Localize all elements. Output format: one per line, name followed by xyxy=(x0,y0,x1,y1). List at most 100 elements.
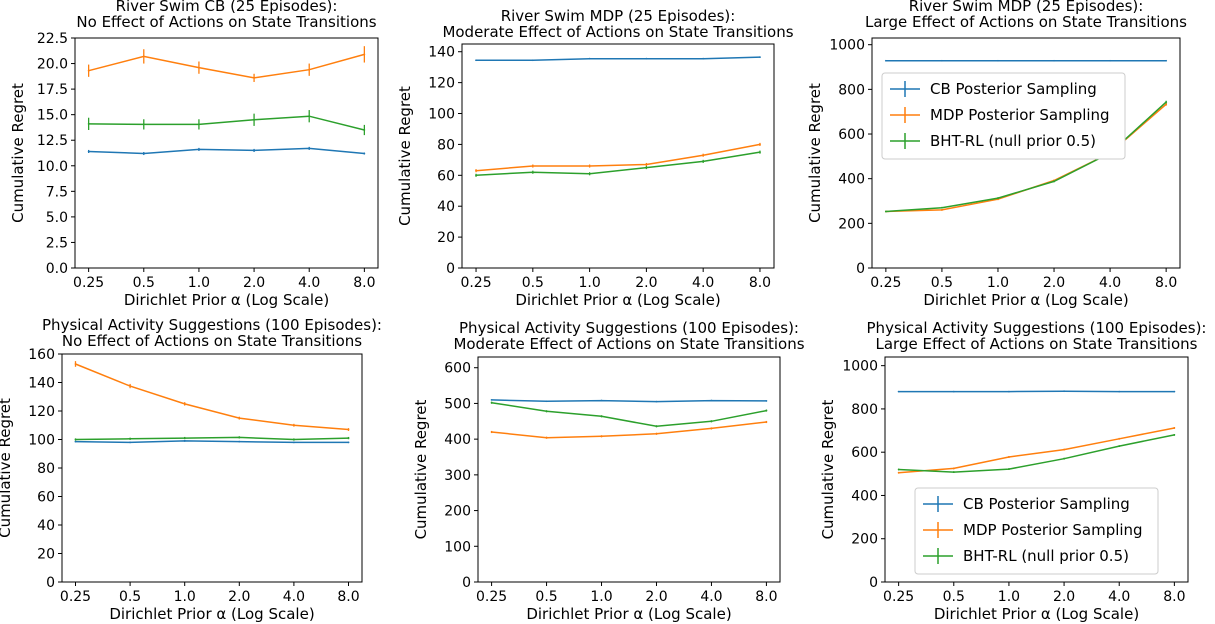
y-tick-label: 120 xyxy=(28,404,55,420)
chart-title: Physical Activity Suggestions (100 Episo… xyxy=(459,319,799,337)
data-point xyxy=(759,151,761,154)
data-point xyxy=(253,76,255,79)
data-point xyxy=(129,385,132,387)
x-axis-label: Dirichlet Prior α (Log Scale) xyxy=(934,605,1139,623)
data-point xyxy=(765,421,768,423)
data-point xyxy=(588,172,591,175)
data-point xyxy=(1165,101,1168,103)
y-tick-label: 20.0 xyxy=(37,57,68,73)
data-point xyxy=(490,401,493,404)
y-tick-label: 1000 xyxy=(829,38,865,54)
x-tick-label: 8.0 xyxy=(1163,589,1185,605)
data-point xyxy=(710,399,713,402)
data-point xyxy=(238,417,241,420)
data-point xyxy=(1063,457,1065,460)
y-axis-label: Cumulative Regret xyxy=(806,83,824,223)
y-tick-label: 1000 xyxy=(842,359,878,375)
data-point xyxy=(308,147,311,150)
x-tick-label: 1.0 xyxy=(987,275,1009,291)
y-tick-label: 17.5 xyxy=(37,82,68,98)
y-tick-label: 160 xyxy=(28,347,55,363)
chart-subtitle: Large Effect of Actions on State Transit… xyxy=(865,13,1187,31)
data-point xyxy=(765,409,768,412)
x-tick-label: 4.0 xyxy=(1099,275,1121,291)
data-point xyxy=(759,56,761,59)
x-tick-label: 0.25 xyxy=(60,589,91,605)
data-point xyxy=(308,115,311,118)
series-line xyxy=(898,434,1175,473)
y-tick-label: 200 xyxy=(444,504,471,520)
x-tick-label: 0.5 xyxy=(535,589,557,605)
chart-subtitle: No Effect of Actions on State Transition… xyxy=(62,332,362,350)
data-point xyxy=(74,363,77,365)
x-tick-label: 8.0 xyxy=(1155,275,1177,291)
x-tick-label: 8.0 xyxy=(353,275,375,291)
x-tick-label: 0.5 xyxy=(931,275,953,291)
y-axis-label: Cumulative Regret xyxy=(396,86,414,226)
series-line xyxy=(475,151,761,177)
data-point xyxy=(941,209,943,211)
subplot-1: River Swim CB (25 Episodes):No Effect of… xyxy=(9,0,379,309)
data-point xyxy=(142,55,145,58)
x-axis-label: Dirichlet Prior α (Log Scale) xyxy=(515,291,720,309)
data-point xyxy=(198,66,200,69)
data-point xyxy=(475,59,477,62)
data-point xyxy=(129,441,132,444)
data-point xyxy=(952,467,955,470)
series-line xyxy=(475,143,761,172)
x-tick-label: 1.0 xyxy=(998,589,1020,605)
chart-subtitle: Large Effect of Actions on State Transit… xyxy=(876,335,1198,353)
x-tick-label: 0.5 xyxy=(133,275,155,291)
y-tick-label: 22.5 xyxy=(37,31,68,47)
chart-subtitle: No Effect of Actions on State Transition… xyxy=(76,13,376,31)
y-tick-label: 2.5 xyxy=(46,235,68,251)
x-tick-label: 1.0 xyxy=(578,275,600,291)
data-point xyxy=(600,399,603,402)
legend: CB Posterior Sampling MDP Posterior Sampl… xyxy=(914,487,1159,575)
y-tick-label: 600 xyxy=(444,361,471,377)
x-tick-label: 0.5 xyxy=(943,589,965,605)
data-point xyxy=(363,53,366,56)
data-point xyxy=(941,206,943,209)
data-point xyxy=(952,471,955,473)
x-axis-label: Dirichlet Prior α (Log Scale) xyxy=(124,291,329,309)
data-point xyxy=(238,436,241,439)
data-point xyxy=(142,152,145,155)
x-tick-label: 2.0 xyxy=(228,589,250,605)
series-line xyxy=(75,440,349,444)
y-tick-label: 100 xyxy=(28,433,55,449)
y-tick-label: 80 xyxy=(37,461,55,477)
data-point xyxy=(531,171,534,174)
data-point xyxy=(238,440,241,443)
series-line xyxy=(491,401,767,428)
legend-entry: CB Posterior Sampling xyxy=(930,80,1097,98)
x-tick-label: 2.0 xyxy=(243,275,265,291)
data-point xyxy=(1118,437,1121,440)
data-point xyxy=(897,471,900,474)
chart-title: River Swim MDP (25 Episodes): xyxy=(501,7,736,25)
chart-title: River Swim MDP (25 Episodes): xyxy=(909,0,1144,15)
x-tick-label: 0.25 xyxy=(870,275,901,291)
data-point xyxy=(1118,445,1121,448)
data-point xyxy=(765,400,768,402)
series-line xyxy=(491,399,767,403)
data-point xyxy=(710,427,713,430)
data-point xyxy=(600,415,603,418)
series-line xyxy=(88,115,365,131)
x-tick-label: 0.25 xyxy=(883,589,914,605)
plot-frame xyxy=(74,37,379,269)
subplot-6: Physical Activity Suggestions (100 Episo… xyxy=(819,319,1206,623)
y-tick-label: 40 xyxy=(37,518,55,534)
x-tick-label: 1.0 xyxy=(590,589,612,605)
data-point xyxy=(1165,103,1168,106)
data-point xyxy=(710,420,713,423)
y-tick-label: 140 xyxy=(428,45,455,61)
data-point xyxy=(1008,456,1010,458)
x-tick-label: 0.25 xyxy=(460,275,491,291)
x-tick-label: 4.0 xyxy=(298,275,320,291)
data-point xyxy=(645,57,648,60)
x-tick-label: 8.0 xyxy=(749,275,771,291)
data-point xyxy=(1053,59,1055,62)
data-point xyxy=(1053,180,1055,183)
data-point xyxy=(74,438,77,441)
